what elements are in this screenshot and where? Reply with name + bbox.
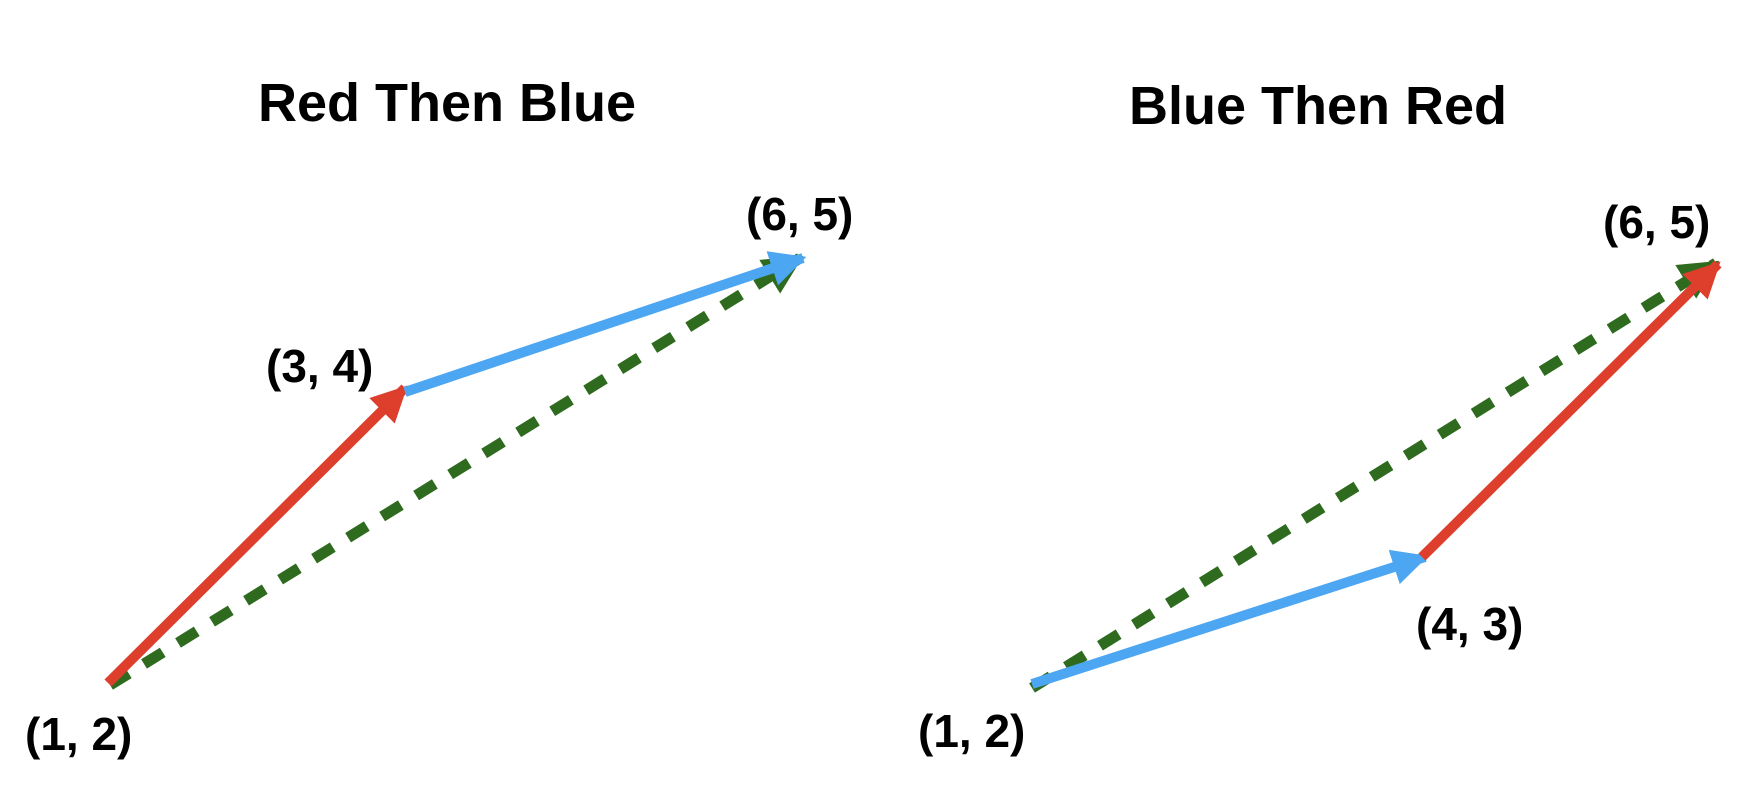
panel-red-then-blue: Red Then Blue (1, 2) (3, 4) (6, 5) [25, 73, 853, 760]
blue-vector-arrow [1030, 549, 1429, 689]
sum-vector-arrow [107, 253, 804, 690]
panel-blue-then-red: Blue Then Red (1, 2) (4, 3) (6, 5) [918, 76, 1722, 757]
point-label-start: (1, 2) [25, 708, 132, 760]
point-label-mid: (3, 4) [266, 340, 373, 392]
red-vector-arrow [104, 384, 409, 687]
panel-title: Blue Then Red [1129, 76, 1507, 136]
point-label-mid: (4, 3) [1416, 598, 1523, 650]
point-label-end: (6, 5) [1603, 196, 1710, 248]
sum-vector-arrow [1029, 258, 1720, 693]
point-label-start: (1, 2) [918, 705, 1025, 757]
blue-vector-arrow [403, 251, 807, 397]
red-vector-arrow [1418, 260, 1722, 561]
point-label-end: (6, 5) [746, 188, 853, 240]
panel-title: Red Then Blue [258, 73, 636, 133]
